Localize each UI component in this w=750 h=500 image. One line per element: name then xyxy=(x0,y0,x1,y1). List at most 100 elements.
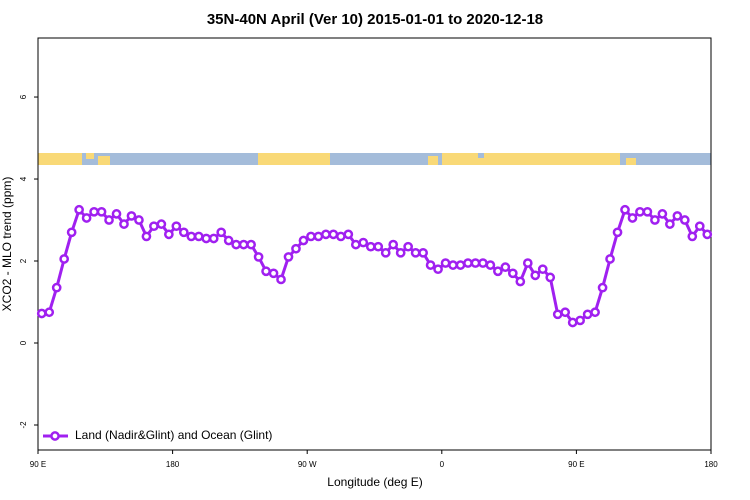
point xyxy=(530,270,541,281)
point xyxy=(149,221,159,232)
point xyxy=(440,258,451,268)
point xyxy=(485,260,496,270)
point xyxy=(208,233,219,244)
point xyxy=(178,227,189,238)
point xyxy=(44,307,55,318)
point xyxy=(111,209,122,219)
x-tick-label: 90 E xyxy=(568,460,584,469)
point xyxy=(186,231,197,242)
point xyxy=(552,309,563,320)
point xyxy=(51,282,62,293)
point xyxy=(620,204,630,215)
x-tick-label: 90 W xyxy=(298,460,317,469)
point xyxy=(328,229,339,240)
point xyxy=(395,247,406,258)
point xyxy=(657,209,668,219)
x-tick-label: 180 xyxy=(166,460,180,469)
point xyxy=(433,264,443,275)
point xyxy=(223,235,234,246)
point xyxy=(665,219,675,229)
point xyxy=(380,247,391,258)
series-line xyxy=(41,206,709,325)
point xyxy=(201,233,212,244)
legend-label: Land (Nadir&Glint) and Ocean (Glint) xyxy=(75,428,272,442)
point xyxy=(66,227,77,238)
point xyxy=(493,266,503,277)
point xyxy=(560,307,571,318)
point xyxy=(89,206,99,217)
point xyxy=(672,211,683,221)
point xyxy=(642,206,653,217)
point xyxy=(612,227,623,238)
point xyxy=(171,221,182,232)
point xyxy=(104,215,114,225)
point xyxy=(507,268,518,279)
point xyxy=(59,254,70,264)
point xyxy=(126,211,137,221)
point xyxy=(582,309,593,320)
y-tick-label: 0 xyxy=(19,340,28,345)
point xyxy=(567,317,578,328)
point xyxy=(350,239,361,250)
y-tick-label: 4 xyxy=(19,176,28,181)
point xyxy=(321,229,331,240)
point xyxy=(261,266,271,277)
point xyxy=(365,241,376,252)
x-axis-label: Longitude (deg E) xyxy=(327,475,422,489)
point xyxy=(522,258,533,268)
point xyxy=(463,258,473,268)
plot-frame xyxy=(37,37,712,451)
x-tick-label: 90 E xyxy=(30,460,46,469)
point xyxy=(410,247,421,258)
point xyxy=(694,221,705,232)
point xyxy=(238,239,249,250)
point xyxy=(81,213,92,223)
point xyxy=(455,260,466,270)
point xyxy=(500,262,511,273)
point xyxy=(537,264,548,275)
point xyxy=(246,239,256,250)
land-ocean-strip xyxy=(38,153,711,165)
point xyxy=(119,219,129,229)
point xyxy=(253,252,264,262)
point xyxy=(575,315,585,326)
y-tick-label: 6 xyxy=(19,94,28,99)
y-tick-label: 2 xyxy=(19,258,28,263)
point xyxy=(478,258,488,268)
point xyxy=(141,231,152,242)
point xyxy=(635,206,645,217)
point xyxy=(306,231,316,242)
point xyxy=(605,254,615,264)
point xyxy=(515,276,526,287)
point xyxy=(291,243,301,254)
point xyxy=(283,252,294,262)
point xyxy=(702,229,713,240)
chart-title: 35N-40N April (Ver 10) 2015-01-01 to 202… xyxy=(207,11,543,28)
point xyxy=(358,237,369,248)
point xyxy=(134,215,144,225)
x-tick-label: 0 xyxy=(440,460,445,469)
point xyxy=(193,231,204,242)
point xyxy=(373,241,384,252)
point xyxy=(96,206,107,217)
point xyxy=(418,247,428,258)
point xyxy=(156,219,167,229)
point xyxy=(231,239,242,250)
point xyxy=(650,215,660,225)
point xyxy=(313,231,324,242)
point xyxy=(687,231,698,242)
point xyxy=(597,282,608,293)
point xyxy=(343,229,354,240)
point xyxy=(679,215,690,225)
y-axis-label: XCO2 - MLO trend (ppm) xyxy=(0,177,14,312)
point xyxy=(470,258,481,268)
point xyxy=(627,213,638,223)
point xyxy=(403,241,413,252)
y-tick-label: -2 xyxy=(19,421,28,429)
point xyxy=(388,239,399,250)
point xyxy=(74,204,84,215)
point xyxy=(36,308,47,319)
point xyxy=(276,274,286,285)
